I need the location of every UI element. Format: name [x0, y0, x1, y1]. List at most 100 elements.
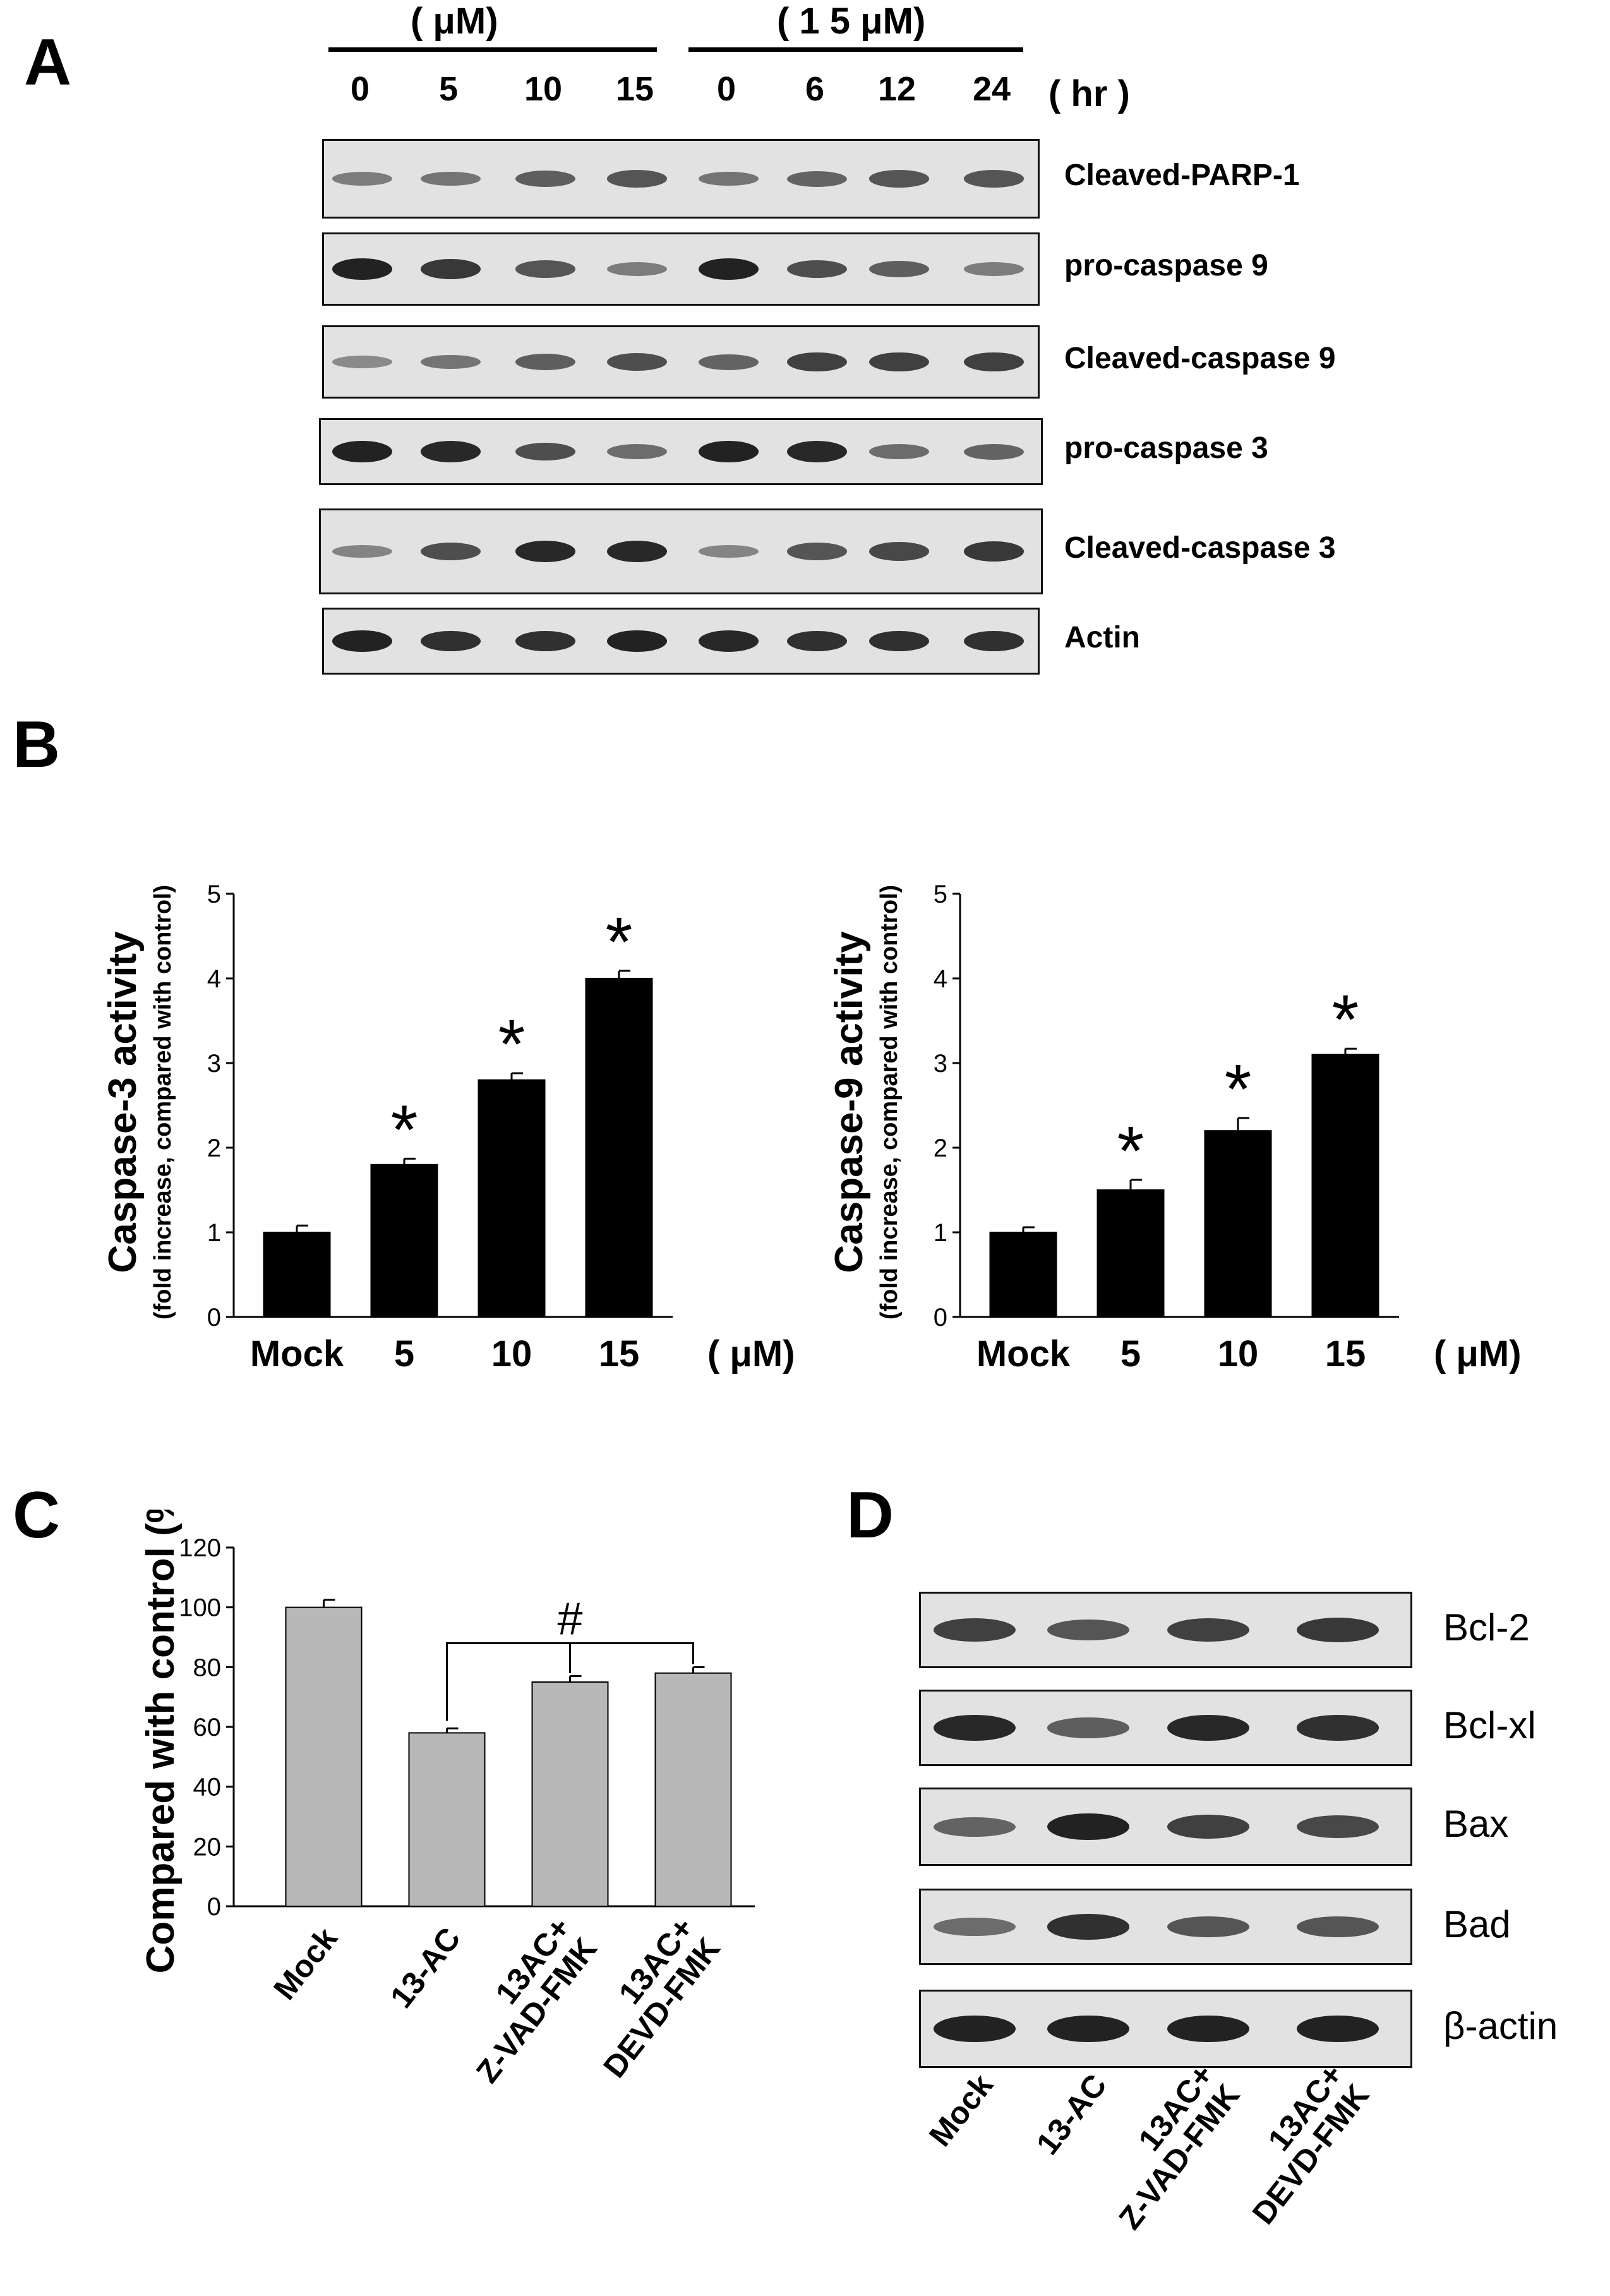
blot-strip [322, 325, 1040, 399]
blot-band [332, 630, 392, 652]
panel-d-letter: D [846, 1479, 894, 1552]
blot-band [1047, 1717, 1129, 1738]
blot-band [868, 352, 929, 372]
x-unit-label: ( μM) [1434, 1333, 1522, 1374]
blot-band [1167, 2015, 1249, 2043]
blot-band [963, 170, 1024, 188]
blot-band [963, 262, 1024, 276]
blot-band [1047, 1619, 1129, 1641]
lane-label: 10 [524, 70, 563, 108]
blot-band [420, 630, 481, 652]
blot-band [1167, 1916, 1249, 1938]
blot-band [606, 541, 667, 562]
blot-band [1167, 1714, 1249, 1741]
y-axis-title: Caspase-9 activity [827, 931, 871, 1273]
blot-band [698, 354, 759, 370]
blot-label: Bax [1443, 1803, 1509, 1845]
y-tick-label: 4 [934, 965, 947, 993]
viability-chart: 0 20 40 60 80 100 120 Mock 13-AC 13AC+Z-VAD-FMK 13… [139, 1510, 755, 2089]
blot-band [606, 630, 667, 652]
blot-band [606, 262, 667, 276]
blot-label: pro-caspase 9 [1064, 249, 1268, 282]
blot-label: Bcl-2 [1443, 1606, 1530, 1649]
y-tick-label: 120 [179, 1534, 221, 1562]
blot-band [332, 258, 392, 280]
blot-band [963, 541, 1024, 562]
bar [478, 1079, 546, 1318]
category-label: 13AC+DEVD-FMK [596, 1911, 727, 2084]
blot-label: pro-caspase 3 [1064, 431, 1268, 465]
blot-band [606, 170, 667, 188]
y-tick-label: 3 [207, 1050, 221, 1078]
blot-band [698, 630, 759, 652]
category-label: 13AC+Z-VAD-FMK [469, 1911, 604, 2089]
blot-band [868, 260, 929, 278]
x-unit-label: ( μM) [707, 1333, 795, 1374]
y-tick-label: 20 [193, 1833, 222, 1861]
blot-band [868, 444, 929, 459]
blot-band [934, 1817, 1016, 1837]
blot-band [786, 630, 847, 652]
panel-c-letter: C [13, 1479, 61, 1552]
category-label: 10 [1218, 1333, 1259, 1374]
blot-band [934, 1917, 1016, 1937]
blot-band [963, 443, 1024, 460]
y-tick-label: 1 [934, 1219, 947, 1247]
blot-band [934, 1714, 1016, 1741]
blot-band [515, 541, 575, 562]
group-right-label: ( 1 5 μM) [777, 1, 926, 42]
significance-star: * [1225, 1050, 1252, 1128]
blot-strip [322, 232, 1040, 306]
bar [989, 1232, 1057, 1318]
y-axis-subtitle: (fold increase, compared with control) [876, 885, 903, 1319]
y-tick-label: 3 [934, 1050, 947, 1078]
lane-label: 5 [438, 70, 459, 108]
blot-band [963, 352, 1024, 372]
blot-strip [919, 1788, 1412, 1866]
lane-label: 6 [805, 70, 825, 108]
group-left-label: ( μM) [411, 1, 498, 42]
y-tick-label: 4 [207, 965, 221, 993]
blot-band [606, 352, 667, 371]
lane-label: 24 [972, 70, 1011, 108]
blot-band [1047, 2015, 1129, 2043]
blot-band [963, 630, 1024, 652]
blot-band [1297, 1815, 1379, 1839]
category-label-line: Mock [267, 1921, 344, 2006]
category-label: Mock [976, 1333, 1071, 1374]
y-tick-label: 0 [207, 1304, 221, 1331]
y-axis-title: Compared with control (%) [139, 1510, 183, 1973]
blot-band [332, 356, 392, 368]
blot-band [934, 1618, 1016, 1642]
blot-band [515, 170, 575, 188]
panel-d-lane-labels: Mock 13-AC 13AC+Z-VAD-FMK 13AC+DEVD-FMK [922, 2057, 1376, 2235]
category-label: Mock [267, 1921, 344, 2006]
lane-labels-row: 0 5 10 15 0 6 12 24 ( hr ) [0, 69, 1610, 120]
blot-label: Bad [1443, 1902, 1511, 1945]
category-label: 10 [491, 1333, 532, 1374]
blot-strip [919, 1690, 1412, 1766]
y-tick-label: 100 [179, 1594, 221, 1622]
blot-band [698, 544, 759, 558]
lane-label-line: Mock [922, 2067, 1000, 2153]
blot-band [332, 172, 392, 186]
blot-band [515, 442, 575, 461]
blot-band [786, 441, 847, 462]
category-label: 15 [599, 1333, 640, 1374]
y-tick-label: 5 [934, 881, 947, 908]
blot-band [420, 441, 481, 462]
y-tick-label: 80 [193, 1654, 222, 1681]
group-left-line [328, 47, 657, 52]
category-label: 13-AC [383, 1921, 467, 2014]
blot-band [868, 630, 929, 652]
category-label: 5 [394, 1333, 414, 1374]
bar [285, 1606, 363, 1908]
lane-label: 15 [615, 70, 654, 108]
significance-star: * [1117, 1112, 1144, 1190]
lane-label: 0 [350, 70, 370, 108]
lane-label: 13AC+Z-VAD-FMK [1112, 2057, 1247, 2235]
blot-band [1047, 1813, 1129, 1841]
bar [408, 1732, 486, 1907]
blot-band [606, 444, 667, 459]
blot-band [1297, 1715, 1379, 1741]
